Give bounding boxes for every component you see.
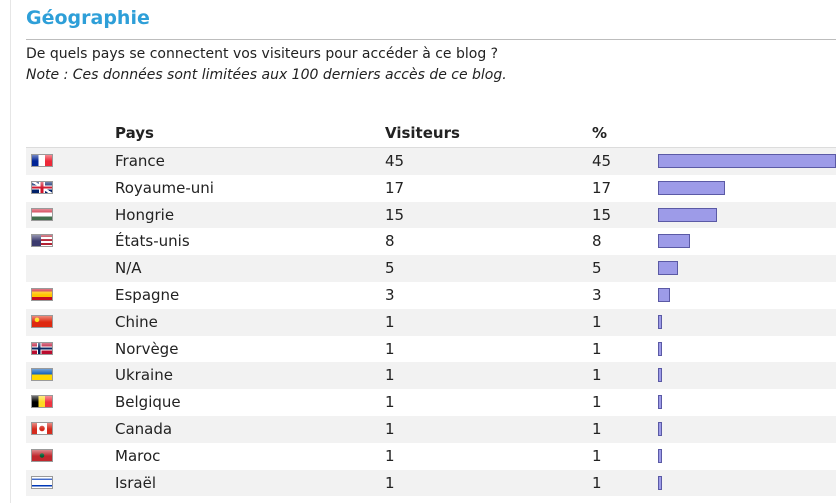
norway-flag-icon <box>31 341 53 355</box>
header-percent: % <box>592 124 608 142</box>
percent-value: 1 <box>592 366 602 385</box>
percent-bar <box>658 234 690 249</box>
visitor-count: 1 <box>385 339 395 358</box>
percent-value: 8 <box>592 232 602 251</box>
percent-value: 15 <box>592 205 612 224</box>
table-row: États-unis 8 8 <box>26 228 836 255</box>
country-name: France <box>115 152 165 170</box>
table-row: Chine 1 1 <box>26 308 836 336</box>
percent-value: 5 <box>592 259 602 278</box>
table-row: France 45 45 <box>26 148 836 175</box>
percent-value: 17 <box>592 178 612 197</box>
united-kingdom-flag-icon <box>31 180 53 194</box>
visitor-count: 1 <box>385 446 395 465</box>
percent-bar <box>658 368 662 383</box>
country-name: Maroc <box>115 446 161 465</box>
country-table: France 45 45 Royaume-uni 17 17 Hongrie 15 15 État… <box>26 147 836 497</box>
visitor-count: 1 <box>385 393 395 412</box>
france-flag-icon <box>31 154 53 167</box>
percent-value: 1 <box>592 419 602 438</box>
table-row: Maroc 1 1 <box>26 443 836 470</box>
table-row: Hongrie 15 15 <box>26 201 836 229</box>
hungary-flag-icon <box>31 207 53 221</box>
section-note: Note : Ces données sont limitées aux 100… <box>26 67 507 83</box>
percent-bar <box>658 475 662 490</box>
visitor-count: 17 <box>385 178 405 197</box>
country-name: Espagne <box>115 285 180 304</box>
table-row: N/A 5 5 <box>26 255 836 282</box>
percent-value: 1 <box>592 339 602 358</box>
section-title: Géographie <box>26 7 150 29</box>
percent-bar <box>658 421 662 436</box>
visitor-count: 15 <box>385 205 405 224</box>
visitor-count: 1 <box>385 419 395 438</box>
table-row: Canada 1 1 <box>26 415 836 443</box>
country-name: Ukraine <box>115 366 173 385</box>
country-name: Norvège <box>115 339 179 358</box>
percent-bar <box>658 154 836 168</box>
visitor-count: 1 <box>385 366 395 385</box>
visitor-count: 8 <box>385 232 395 251</box>
table-row: Espagne 3 3 <box>26 282 836 309</box>
percent-value: 1 <box>592 446 602 465</box>
canada-flag-icon <box>31 421 53 435</box>
percent-bar <box>658 180 725 195</box>
table-row: Belgique 1 1 <box>26 389 836 416</box>
percent-bar <box>658 261 678 276</box>
percent-bar <box>658 395 662 410</box>
percent-value: 1 <box>592 393 602 412</box>
morocco-flag-icon <box>31 448 53 462</box>
belgium-flag-icon <box>31 395 53 409</box>
country-name: Chine <box>115 312 158 331</box>
country-name: États-unis <box>115 232 190 251</box>
visitor-count: 1 <box>385 312 395 331</box>
country-name: Royaume-uni <box>115 178 214 197</box>
percent-bar <box>658 448 662 463</box>
visitor-count: 45 <box>385 152 405 170</box>
table-row: Israël 1 1 <box>26 469 836 497</box>
percent-value: 3 <box>592 285 602 304</box>
china-flag-icon <box>31 314 53 328</box>
percent-value: 1 <box>592 312 602 331</box>
percent-value: 1 <box>592 473 602 492</box>
country-name: Israël <box>115 473 156 492</box>
percent-bar <box>658 287 670 302</box>
left-border <box>10 0 11 503</box>
visitor-count: 1 <box>385 473 395 492</box>
percent-bar <box>658 207 717 222</box>
table-row: Ukraine 1 1 <box>26 362 836 390</box>
country-name: Canada <box>115 419 173 438</box>
israel-flag-icon <box>31 475 53 489</box>
country-name: Hongrie <box>115 205 175 224</box>
visitor-count: 5 <box>385 259 395 278</box>
ukraine-flag-icon <box>31 368 53 382</box>
section-question: De quels pays se connectent vos visiteur… <box>26 46 499 62</box>
table-row: Royaume-uni 17 17 <box>26 175 836 202</box>
visitor-count: 3 <box>385 285 395 304</box>
united-states-flag-icon <box>31 234 53 248</box>
header-visitors: Visiteurs <box>385 124 460 142</box>
spain-flag-icon <box>31 287 53 301</box>
percent-value: 45 <box>592 152 612 170</box>
percent-bar <box>658 341 662 356</box>
percent-bar <box>658 314 662 329</box>
table-row: Norvège 1 1 <box>26 336 836 363</box>
country-name: Belgique <box>115 393 181 412</box>
header-country: Pays <box>115 124 154 142</box>
title-divider <box>26 39 836 40</box>
country-name: N/A <box>115 259 142 278</box>
